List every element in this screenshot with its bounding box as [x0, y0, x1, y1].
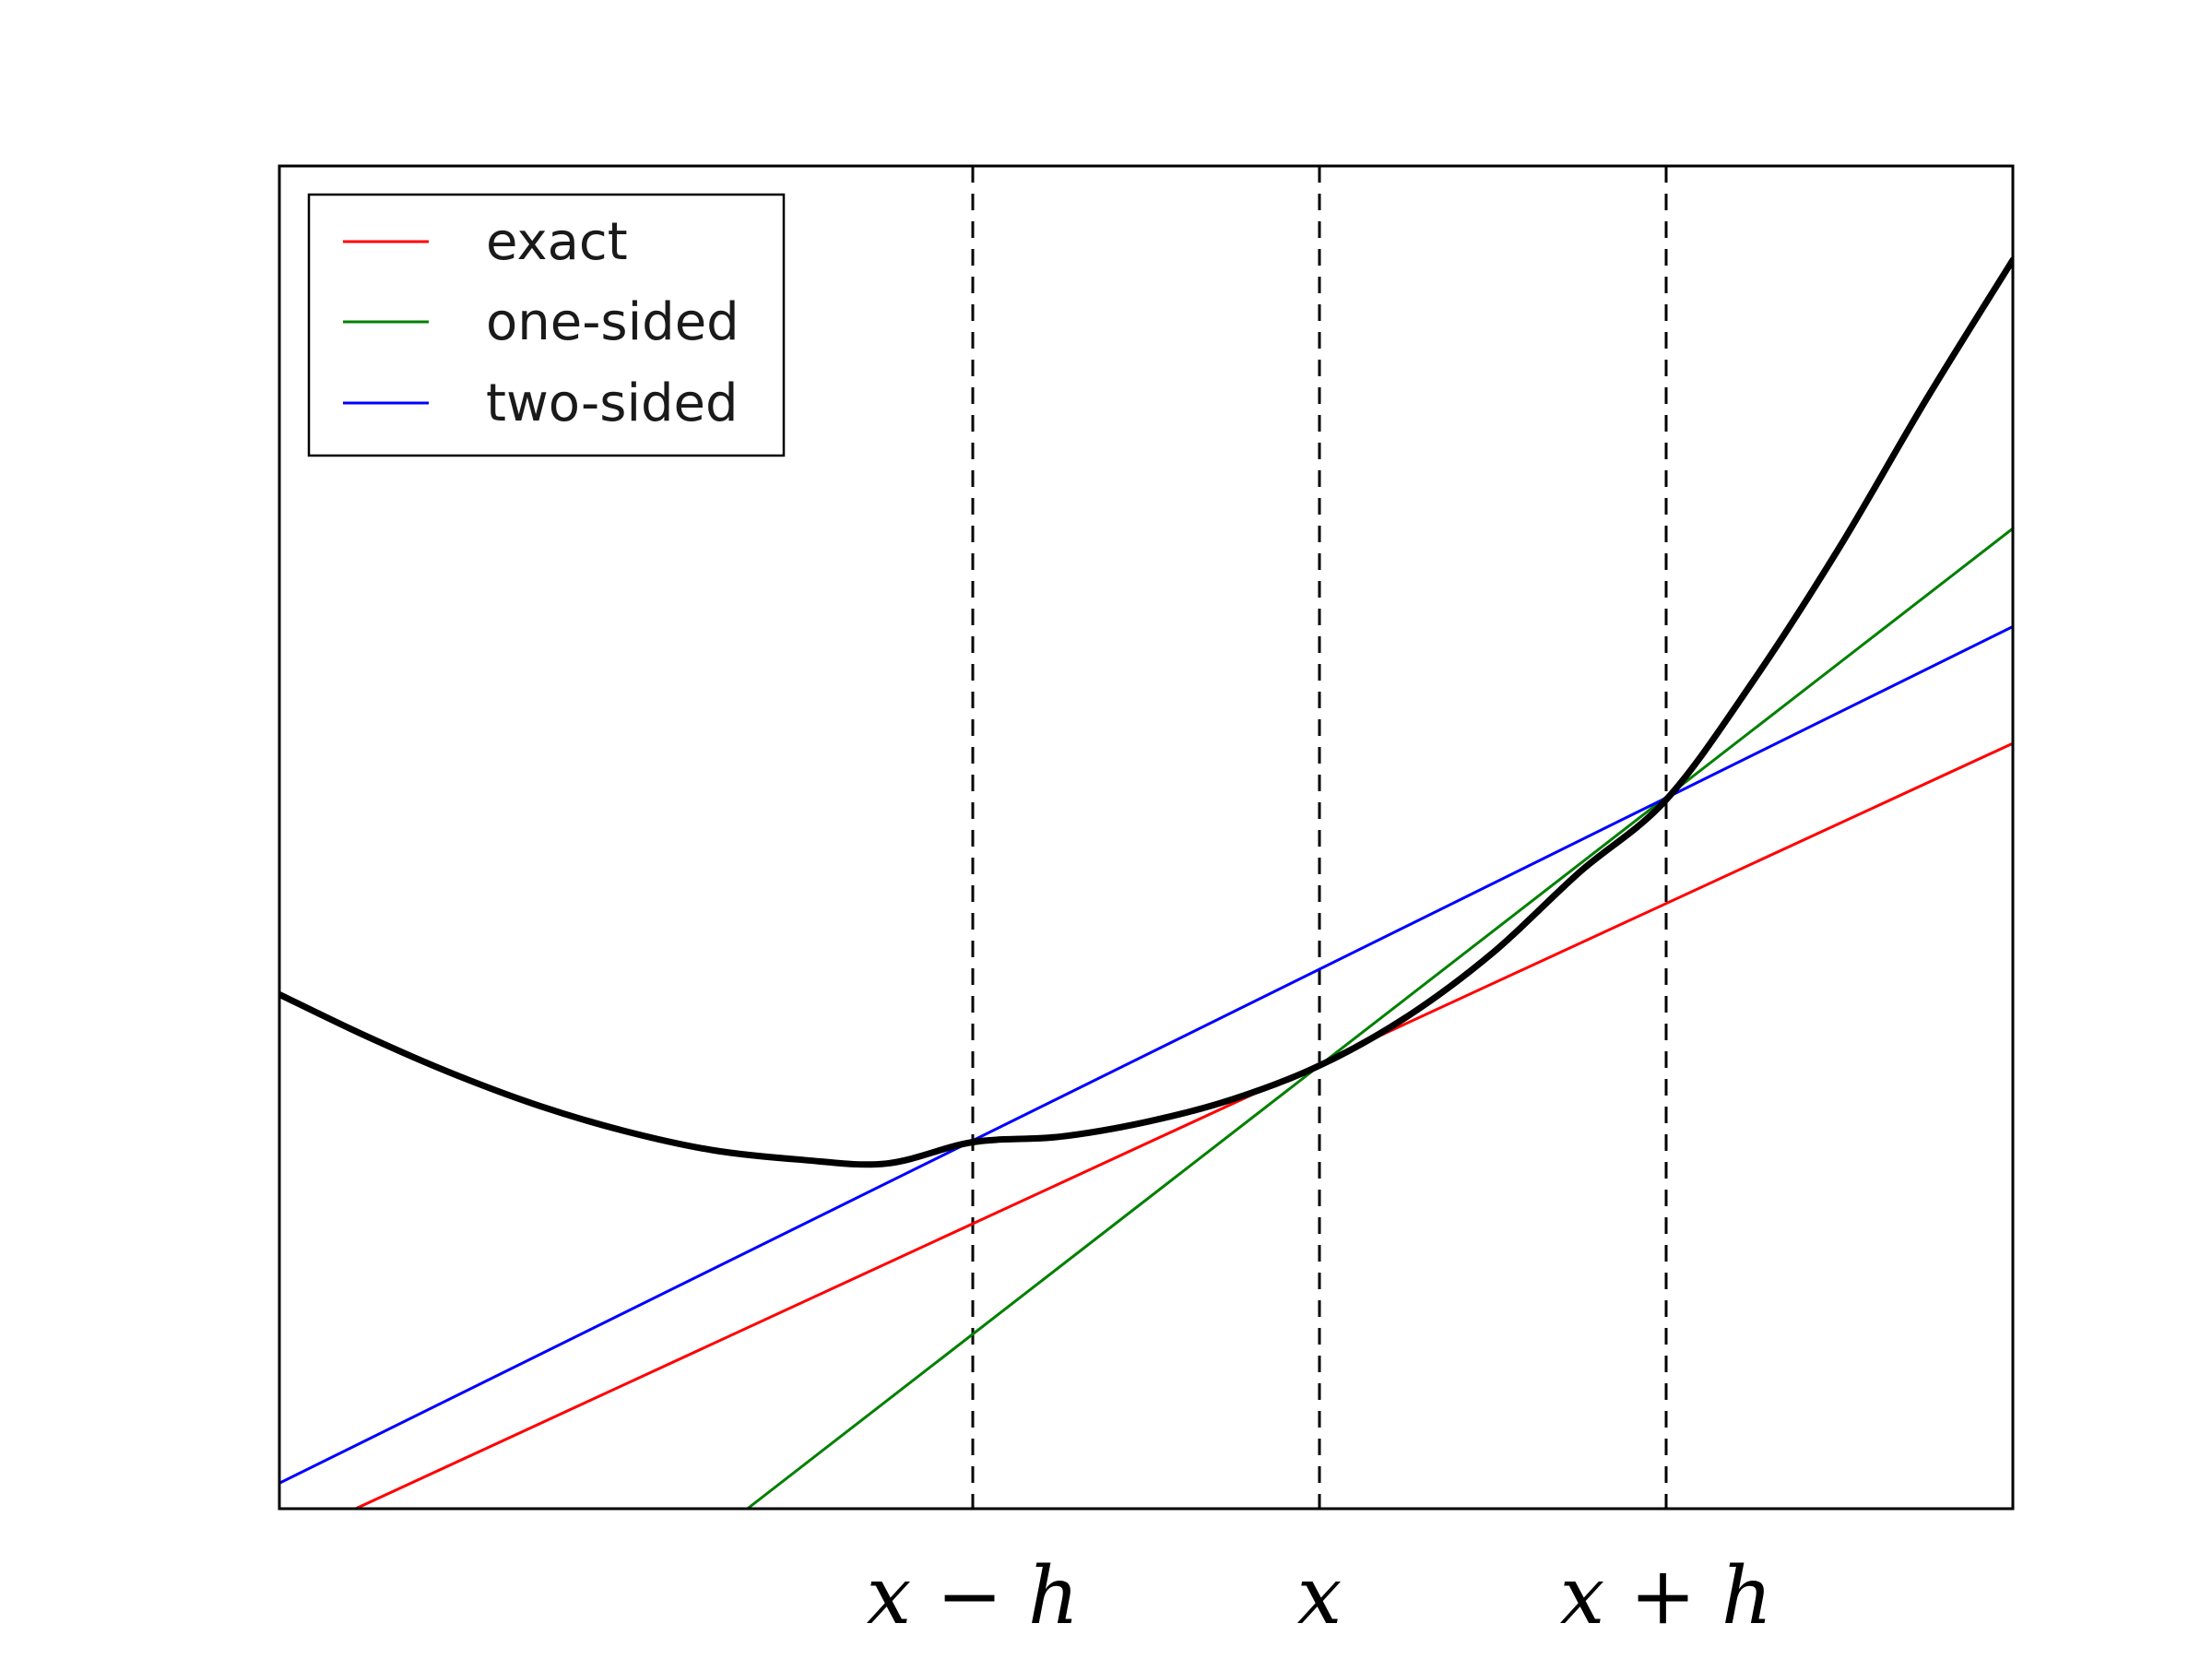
x-tick-label-2: x + h	[1560, 1550, 1773, 1642]
function-curve	[279, 256, 2013, 1168]
plot-frame	[278, 164, 2015, 1511]
series-layer	[279, 527, 2013, 1509]
x-tick-label-1: x	[1297, 1550, 1343, 1642]
legend-label-two-sided: two-sided	[486, 373, 739, 433]
series-line-one-sided	[746, 527, 2013, 1509]
x-tick-labels: x − h x x + h	[867, 1550, 1773, 1642]
curve-layer	[279, 256, 2013, 1168]
series-line-two-sided	[279, 625, 2013, 1485]
legend: exact one-sided two-sided	[307, 193, 786, 457]
reference-lines	[971, 166, 1668, 1509]
series-line-exact	[355, 741, 2013, 1509]
x-tick-label-0: x − h	[867, 1550, 1080, 1642]
legend-label-one-sided: one-sided	[486, 292, 739, 352]
legend-label-exact: exact	[486, 212, 628, 272]
legend-box	[307, 193, 786, 457]
